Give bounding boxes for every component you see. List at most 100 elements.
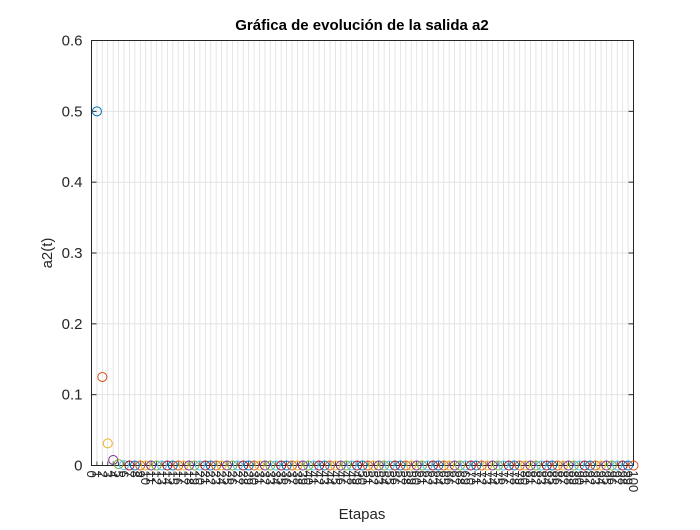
- data-point: [330, 460, 341, 471]
- y-tick-label: 0.3: [62, 245, 83, 262]
- x-tick-label: 31: [252, 471, 267, 485]
- x-tick-label: 60: [409, 471, 424, 485]
- x-tick-label: 7: [122, 471, 137, 478]
- grid: [91, 40, 634, 466]
- x-tick-label: 94: [593, 471, 608, 485]
- data-point: [395, 460, 406, 471]
- data-point: [151, 460, 162, 471]
- data-point: [422, 460, 433, 471]
- data-point: [606, 460, 617, 471]
- data-point: [287, 460, 298, 471]
- data-point: [585, 460, 596, 471]
- x-tick-label: 0: [84, 471, 99, 478]
- x-tick-label: 57: [393, 471, 408, 485]
- x-tick-label: 55: [382, 471, 397, 485]
- data-point: [102, 438, 113, 449]
- x-tick-label: 98: [615, 471, 630, 485]
- data-point: [493, 460, 503, 471]
- x-tick-label: 65: [436, 471, 451, 485]
- data-point: [444, 460, 455, 471]
- data-point: [249, 460, 260, 471]
- x-tick-label: 26: [225, 471, 240, 485]
- x-tick-label: 71: [469, 471, 484, 485]
- data-point: [552, 460, 563, 471]
- x-tick-label: 53: [371, 471, 386, 485]
- x-tick-label: 25: [220, 471, 235, 485]
- x-tick-label: 81: [523, 471, 538, 485]
- y-tick-label: 0: [74, 458, 82, 475]
- x-tick-label: 10: [138, 471, 153, 485]
- x-tick-label: 30: [247, 471, 262, 485]
- x-tick-label: 46: [333, 471, 348, 485]
- data-point: [590, 460, 601, 471]
- x-tick-label: 78: [507, 471, 522, 485]
- x-tick-label: 29: [241, 471, 256, 485]
- data-point: [595, 460, 606, 471]
- data-point: [433, 460, 444, 471]
- x-tick-label: 63: [425, 471, 440, 485]
- data-point: [167, 460, 178, 471]
- data-point: [623, 460, 634, 471]
- data-point: [162, 460, 173, 471]
- x-tick-label: 24: [214, 471, 229, 485]
- data-point: [384, 460, 395, 471]
- data-point: [346, 460, 357, 471]
- x-tick-label: 58: [398, 471, 413, 485]
- data-point: [140, 460, 151, 471]
- x-tick-label: 80: [518, 471, 533, 485]
- x-tick-label: 35: [274, 471, 289, 485]
- data-point: [303, 460, 314, 471]
- x-tick-label: 77: [501, 471, 516, 485]
- data-point: [509, 460, 520, 471]
- y-axis-ticks: 0 0.1 0.2 0.3 0.4 0.5 0.6: [62, 33, 634, 475]
- data-point: [482, 460, 493, 471]
- x-tick-label: 11: [144, 471, 159, 485]
- data-point: [129, 460, 140, 471]
- y-tick-label: 0.2: [62, 316, 83, 333]
- data-point: [536, 460, 547, 471]
- x-tick-label: 82: [528, 471, 543, 485]
- x-tick-label: 84: [539, 471, 554, 485]
- data-point: [438, 460, 449, 471]
- x-tick-label: 3: [100, 471, 115, 478]
- data-point: [265, 460, 276, 471]
- x-tick-label: 85: [545, 471, 560, 485]
- data-point: [270, 460, 281, 471]
- x-axis-ticks: 0123456789101112131415161718192021222324…: [84, 461, 641, 492]
- data-point: [427, 460, 438, 471]
- data-point: [487, 460, 498, 471]
- data-point: [205, 460, 216, 471]
- x-tick-label: 86: [550, 471, 565, 485]
- x-tick-label: 41: [306, 471, 321, 485]
- data-point: [243, 460, 254, 471]
- x-tick-label: 68: [453, 471, 468, 485]
- x-tick-label: 19: [187, 471, 202, 485]
- data-point: [259, 460, 270, 471]
- data-point: [156, 460, 167, 471]
- data-point: [617, 460, 628, 471]
- data-point: [254, 460, 265, 471]
- x-tick-label: 87: [556, 471, 571, 485]
- data-point: [476, 460, 487, 471]
- x-tick-label: 51: [360, 471, 375, 485]
- data-point: [541, 460, 552, 471]
- x-tick-label: 88: [561, 471, 576, 485]
- data-point: [406, 460, 417, 471]
- data-point: [390, 460, 401, 471]
- x-tick-label: 20: [192, 471, 207, 485]
- x-tick-label: 21: [198, 471, 213, 485]
- x-tick-label: 54: [377, 471, 392, 485]
- data-point: [135, 460, 146, 471]
- data-point: [281, 460, 292, 471]
- data-point: [341, 460, 352, 471]
- data-point: [503, 460, 514, 471]
- data-point: [113, 459, 124, 470]
- x-tick-label: 61: [415, 471, 430, 485]
- data-point: [514, 460, 525, 471]
- x-tick-label: 79: [512, 471, 527, 485]
- x-tick-label: 5: [111, 471, 126, 478]
- data-point: [471, 460, 482, 471]
- x-tick-label: 39: [295, 471, 310, 485]
- x-tick-label: 99: [621, 471, 636, 485]
- data-point: [498, 460, 509, 471]
